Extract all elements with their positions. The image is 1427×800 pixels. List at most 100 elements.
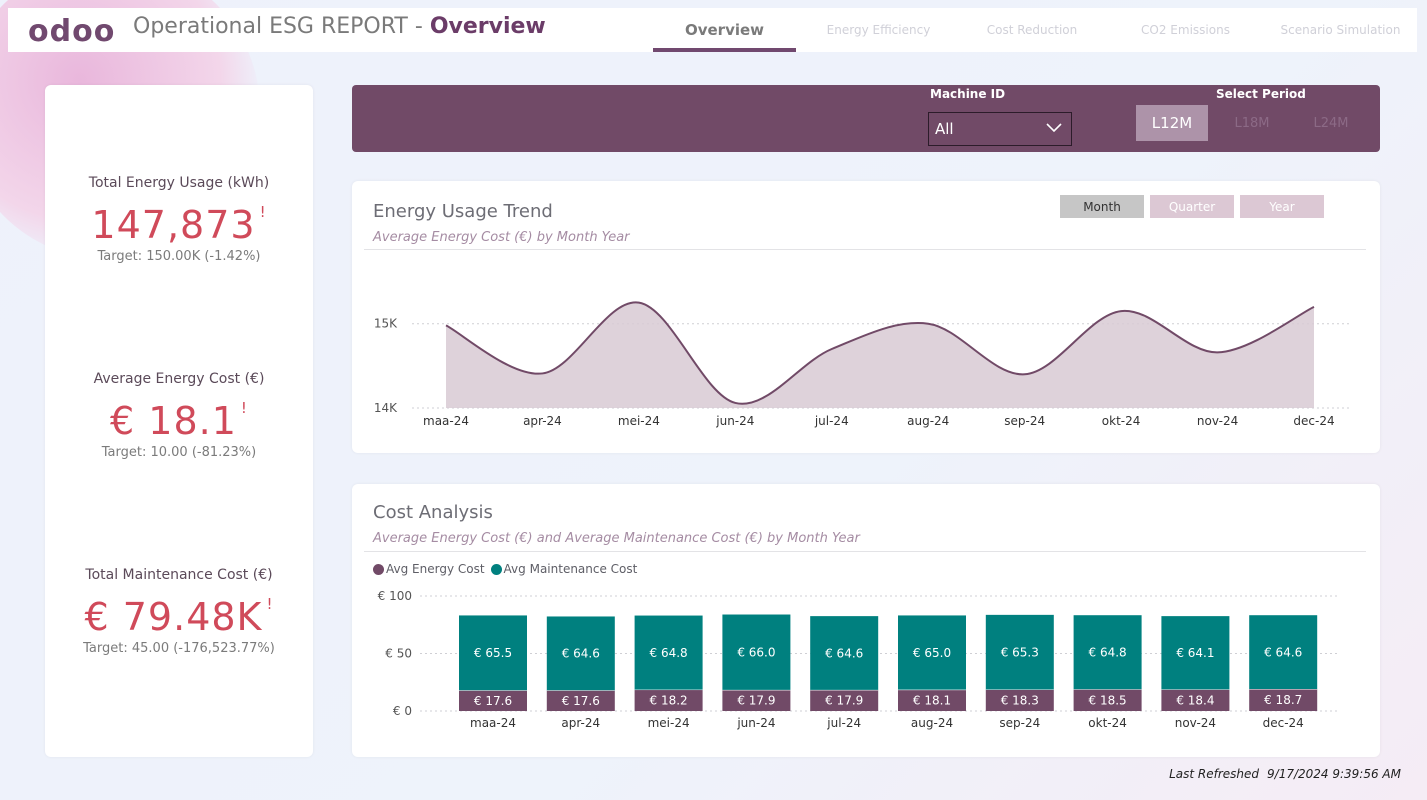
data-label-maintenance: € 64.6 bbox=[562, 647, 600, 661]
filter-bar: Machine ID All Select Period L12M L18M L… bbox=[352, 85, 1380, 152]
divider bbox=[364, 249, 1366, 250]
bar-energy bbox=[722, 690, 791, 711]
bar-energy bbox=[1073, 689, 1142, 711]
odoo-logo[interactable]: odoo bbox=[28, 14, 116, 49]
data-label-energy: € 18.2 bbox=[650, 694, 688, 708]
data-label-maintenance: € 64.6 bbox=[825, 646, 863, 660]
last-refreshed: Last Refreshed 9/17/2024 9:39:56 AM bbox=[1161, 767, 1401, 781]
x-tick-label: sep-24 bbox=[1004, 414, 1045, 428]
x-tick-label: jul-24 bbox=[826, 716, 861, 730]
data-label-maintenance: € 64.8 bbox=[1089, 645, 1127, 659]
data-label-maintenance: € 66.0 bbox=[737, 645, 775, 659]
bar-maintenance bbox=[546, 616, 615, 691]
granularity-year-button[interactable]: Year bbox=[1239, 194, 1325, 219]
bar-maintenance bbox=[810, 616, 879, 691]
cost-analysis-card: Cost Analysis Average Energy Cost (€) an… bbox=[352, 484, 1380, 757]
bar-energy bbox=[898, 690, 966, 711]
y-tick-label: 14K bbox=[374, 401, 398, 415]
kpi-label: Total Energy Usage (kWh) bbox=[88, 175, 270, 191]
tab-energy-efficiency[interactable]: Energy Efficiency bbox=[826, 23, 931, 37]
nav-tabs: Overview Energy Efficiency Cost Reductio… bbox=[653, 8, 1413, 52]
y-tick-label: € 100 bbox=[378, 589, 412, 603]
trend-line bbox=[445, 301, 1315, 405]
kpi-target: Target: 10.00 (-81.23%) bbox=[101, 445, 257, 460]
x-tick-label: sep-24 bbox=[999, 716, 1040, 730]
x-tick-label: jul-24 bbox=[814, 414, 849, 428]
bar-maintenance bbox=[634, 615, 703, 691]
x-tick-label: mei-24 bbox=[618, 414, 660, 428]
kpi-number: € 18.1 bbox=[110, 399, 237, 443]
machine-id-dropdown[interactable]: All bbox=[928, 112, 1072, 146]
granularity-quarter-button[interactable]: Quarter bbox=[1149, 194, 1235, 219]
bar-energy bbox=[1249, 689, 1318, 711]
data-label-maintenance: € 65.5 bbox=[474, 646, 512, 660]
header-bar: odoo Operational ESG REPORT - Overview O… bbox=[8, 8, 1417, 52]
bar-maintenance bbox=[985, 614, 1054, 690]
x-tick-label: okt-24 bbox=[1102, 414, 1141, 428]
chevron-down-icon bbox=[1045, 119, 1063, 141]
period-l24m-button[interactable]: L24M bbox=[1313, 115, 1349, 131]
machine-id-label: Machine ID bbox=[930, 87, 1006, 101]
cost-analysis-chart: € 0 € 50 € 100 € 65.5 € 17.6 maa-24 € 64.6 € 17… bbox=[378, 589, 1337, 730]
x-tick-label: dec-24 bbox=[1263, 716, 1304, 730]
kpi-target: Target: 150.00K (-1.42%) bbox=[97, 249, 261, 264]
x-tick-label: maa-24 bbox=[423, 414, 469, 428]
legend-dot bbox=[373, 564, 384, 575]
legend-label: Avg Maintenance Cost bbox=[503, 562, 638, 576]
tab-scenario-simulation[interactable]: Scenario Simulation bbox=[1280, 23, 1401, 37]
x-tick-label: aug-24 bbox=[911, 716, 953, 730]
machine-id-value: All bbox=[935, 120, 954, 138]
period-l18m-button[interactable]: L18M bbox=[1234, 115, 1270, 131]
data-label-energy: € 17.6 bbox=[562, 694, 600, 708]
kpi-value: 147,873! bbox=[45, 203, 313, 247]
period-l12m-button[interactable]: L12M bbox=[1136, 105, 1208, 141]
tab-co2-emissions[interactable]: CO2 Emissions bbox=[1141, 23, 1230, 37]
kpi-value: € 79.48K! bbox=[45, 595, 313, 639]
divider bbox=[364, 551, 1366, 552]
x-tick-label: nov-24 bbox=[1197, 414, 1238, 428]
title-separator: - bbox=[407, 14, 430, 39]
bar-maintenance bbox=[1161, 616, 1230, 690]
tab-cost-reduction[interactable]: Cost Reduction bbox=[986, 23, 1078, 37]
alert-icon: ! bbox=[259, 203, 267, 221]
bar-energy bbox=[1161, 689, 1230, 711]
card-subtitle: Average Energy Cost (€) by Month Year bbox=[373, 230, 630, 245]
card-title: Cost Analysis bbox=[373, 502, 493, 523]
y-tick-label: € 0 bbox=[393, 704, 412, 718]
energy-trend-chart: 14K 15K maa-24 apr-24 mei-24 jun-24 jul-24 aug-… bbox=[374, 301, 1352, 428]
legend-label: Avg Energy Cost bbox=[386, 562, 485, 576]
alert-icon: ! bbox=[266, 595, 274, 613]
x-tick-label: aug-24 bbox=[907, 414, 949, 428]
bar-maintenance bbox=[1073, 615, 1142, 690]
energy-usage-card: Energy Usage Trend Average Energy Cost (… bbox=[352, 181, 1380, 453]
bar-energy bbox=[546, 690, 615, 711]
chart-legend: Avg Energy Cost Avg Maintenance Cost bbox=[373, 562, 637, 576]
data-label-maintenance: € 64.8 bbox=[650, 646, 688, 660]
data-label-maintenance: € 64.6 bbox=[1264, 645, 1302, 659]
kpi-panel: Total Energy Usage (kWh) 147,873! Target… bbox=[45, 85, 313, 757]
tab-overview[interactable]: Overview bbox=[653, 8, 796, 52]
data-label-maintenance: € 64.1 bbox=[1176, 646, 1214, 660]
kpi-number: 147,873 bbox=[91, 203, 256, 247]
x-tick-label: dec-24 bbox=[1293, 414, 1334, 428]
legend-item-maintenance[interactable]: Avg Maintenance Cost bbox=[490, 562, 638, 576]
bar-maintenance bbox=[1249, 615, 1318, 690]
data-label-maintenance: € 65.0 bbox=[913, 646, 951, 660]
bar-energy bbox=[459, 690, 527, 711]
y-tick-label: € 50 bbox=[385, 647, 412, 661]
x-tick-label: mei-24 bbox=[648, 716, 690, 730]
data-label-maintenance: € 65.3 bbox=[1001, 645, 1039, 659]
area-fill bbox=[446, 302, 1314, 408]
report-title: Operational ESG REPORT bbox=[133, 14, 408, 39]
data-label-energy: € 17.6 bbox=[474, 694, 512, 708]
data-label-energy: € 18.4 bbox=[1176, 693, 1214, 707]
granularity-month-button[interactable]: Month bbox=[1059, 194, 1145, 219]
data-label-energy: € 18.1 bbox=[913, 694, 951, 708]
x-tick-label: apr-24 bbox=[561, 716, 600, 730]
bar-maintenance bbox=[722, 614, 791, 691]
kpi-target: Target: 45.00 (-176,523.77%) bbox=[83, 641, 275, 656]
data-label-energy: € 18.5 bbox=[1089, 693, 1127, 707]
kpi-total-maintenance-cost: Total Maintenance Cost (€) € 79.48K! Tar… bbox=[45, 567, 313, 656]
legend-item-energy[interactable]: Avg Energy Cost bbox=[373, 562, 485, 576]
bar-maintenance bbox=[898, 615, 966, 691]
